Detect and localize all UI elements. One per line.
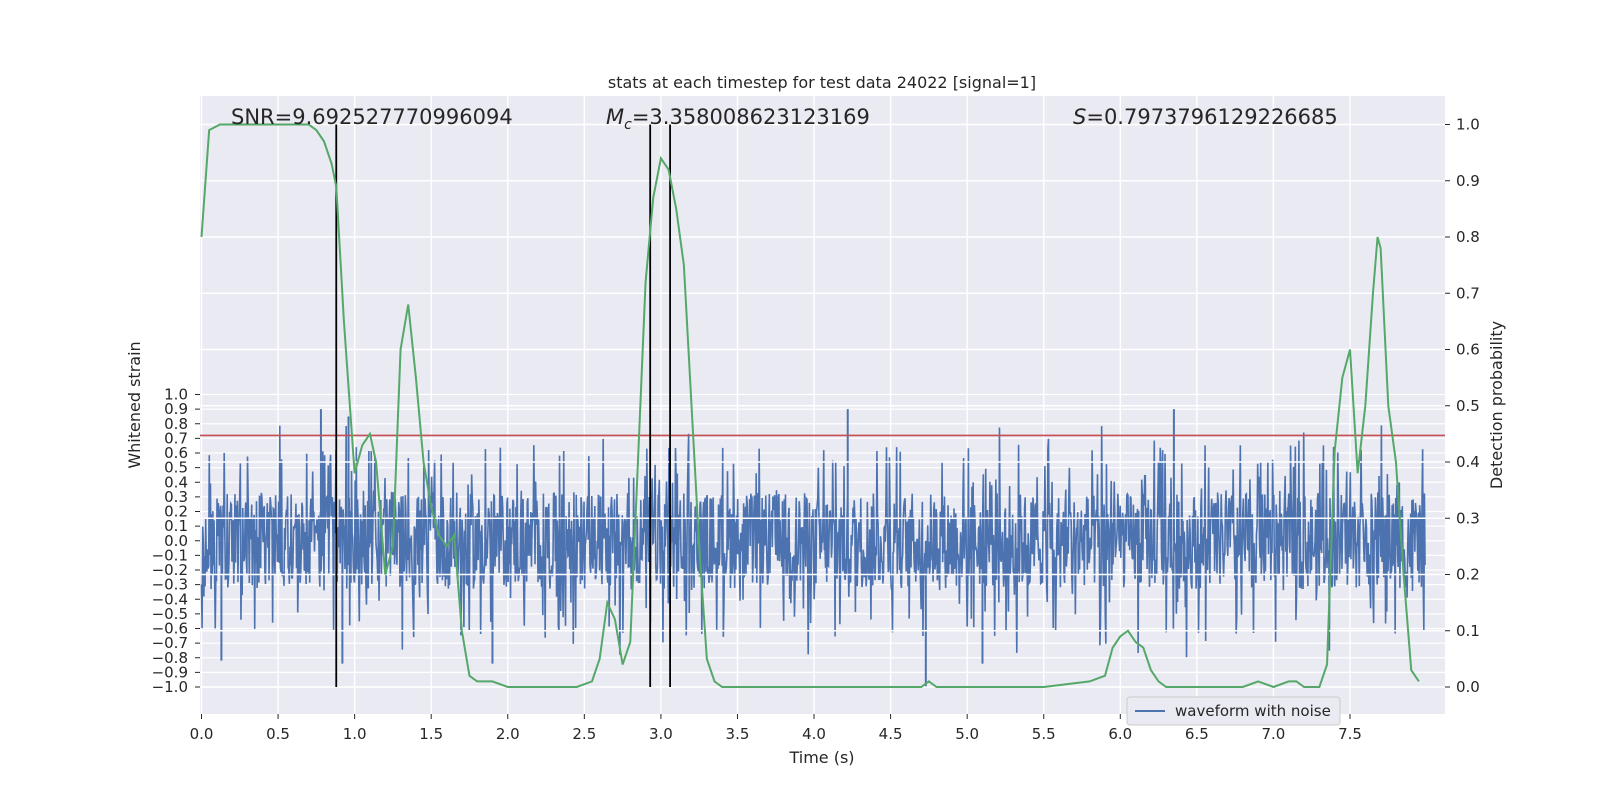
chart-title: stats at each timestep for test data 240…	[608, 73, 1036, 92]
y-left-tick-label: 0.9	[164, 400, 188, 418]
y-right-tick-label: 1.0	[1456, 116, 1480, 134]
y-right-tick-label: 0.8	[1456, 228, 1480, 246]
chirp-mass-value: =3.358008623123169	[632, 105, 870, 129]
chirp-mass-symbol: M	[606, 105, 624, 129]
x-tick-label: 1.5	[419, 725, 443, 743]
waveform-line	[200, 425, 1426, 658]
x-tick-label: 3.5	[726, 725, 750, 743]
snr-annotation: SNR=9.692527770996094	[231, 105, 513, 129]
x-tick-label: 7.5	[1338, 725, 1362, 743]
y-left-tick-label: −0.5	[152, 605, 188, 623]
x-axis-ticks: 0.0 0.5 1.0 1.5 2.0 2.5 3.0 3.5 4.0 4.5 5.0 5.5 6.0 6…	[190, 714, 1362, 743]
y-right-tick-label: 0.1	[1456, 622, 1480, 640]
y-right-tick-label: 0.4	[1456, 453, 1480, 471]
y-left-tick-label: 0.5	[164, 459, 188, 477]
x-tick-label: 7.0	[1262, 725, 1286, 743]
y-left-tick-label: −0.3	[152, 576, 188, 594]
left-y-axis-ticks: 1.00.90.80.70.60.50.40.30.20.10.0−0.1−0.…	[152, 386, 200, 696]
y-left-tick-label: −0.9	[152, 663, 188, 681]
s-annotation: S=0.7973796129226685	[1073, 105, 1338, 129]
y-left-tick-label: 0.8	[164, 415, 188, 433]
y-left-tick-label: 1.0	[164, 386, 188, 404]
probability-series	[200, 123, 1420, 689]
y-left-tick-label: −0.6	[152, 620, 188, 638]
y-left-tick-label: 0.1	[164, 517, 188, 535]
s-value: =0.7973796129226685	[1086, 105, 1337, 129]
y-left-tick-label: 0.2	[164, 503, 188, 521]
x-tick-label: 2.5	[572, 725, 596, 743]
y-right-tick-label: 0.2	[1456, 566, 1480, 584]
y-left-tick-label: −0.2	[152, 561, 188, 579]
chirp-mass-subscript: c	[624, 117, 632, 133]
y-left-tick-label: −1.0	[152, 678, 188, 696]
y-right-tick-label: 0.3	[1456, 509, 1480, 527]
y-left-tick-label: 0.3	[164, 488, 188, 506]
y-left-tick-label: −0.1	[152, 546, 188, 564]
x-axis-label: Time (s)	[788, 748, 854, 767]
right-y-axis-ticks: 1.0 0.9 0.8 0.7 0.6 0.5 0.4 0.3 0.2 0.1 0.0	[1445, 116, 1480, 696]
x-tick-label: 4.0	[802, 725, 826, 743]
y-right-tick-label: 0.9	[1456, 172, 1480, 190]
plot-background	[200, 96, 1445, 714]
x-tick-label: 6.0	[1108, 725, 1132, 743]
y-right-tick-label: 0.6	[1456, 341, 1480, 359]
y-right-tick-label: 0.5	[1456, 397, 1480, 415]
probability-line	[200, 123, 1420, 689]
y-left-tick-label: 0.0	[164, 532, 188, 550]
y-left-tick-label: 0.7	[164, 429, 188, 447]
x-tick-label: 0.5	[266, 725, 290, 743]
x-tick-label: 5.5	[1032, 725, 1056, 743]
y-right-tick-label: 0.0	[1456, 678, 1480, 696]
y-left-tick-label: −0.7	[152, 634, 188, 652]
x-tick-label: 4.5	[879, 725, 903, 743]
right-y-axis-label: Detection probability	[1487, 321, 1506, 489]
legend: waveform with noise	[1126, 696, 1341, 726]
legend-label: waveform with noise	[1175, 702, 1331, 720]
x-tick-label: 3.0	[649, 725, 673, 743]
chirp-mass-annotation: Mc=3.358008623123169	[606, 105, 870, 133]
y-right-tick-label: 0.7	[1456, 284, 1480, 302]
x-tick-label: 2.0	[496, 725, 520, 743]
x-tick-label: 0.0	[190, 725, 214, 743]
x-tick-label: 6.5	[1185, 725, 1209, 743]
legend-box	[1126, 696, 1341, 726]
left-y-axis-label: Whitened strain	[125, 341, 144, 468]
y-left-tick-label: −0.8	[152, 649, 188, 667]
x-tick-label: 1.0	[343, 725, 367, 743]
y-left-tick-label: −0.4	[152, 590, 188, 608]
s-symbol: S	[1073, 105, 1086, 129]
y-left-tick-label: 0.4	[164, 473, 188, 491]
x-tick-label: 5.0	[955, 725, 979, 743]
y-left-tick-label: 0.6	[164, 444, 188, 462]
